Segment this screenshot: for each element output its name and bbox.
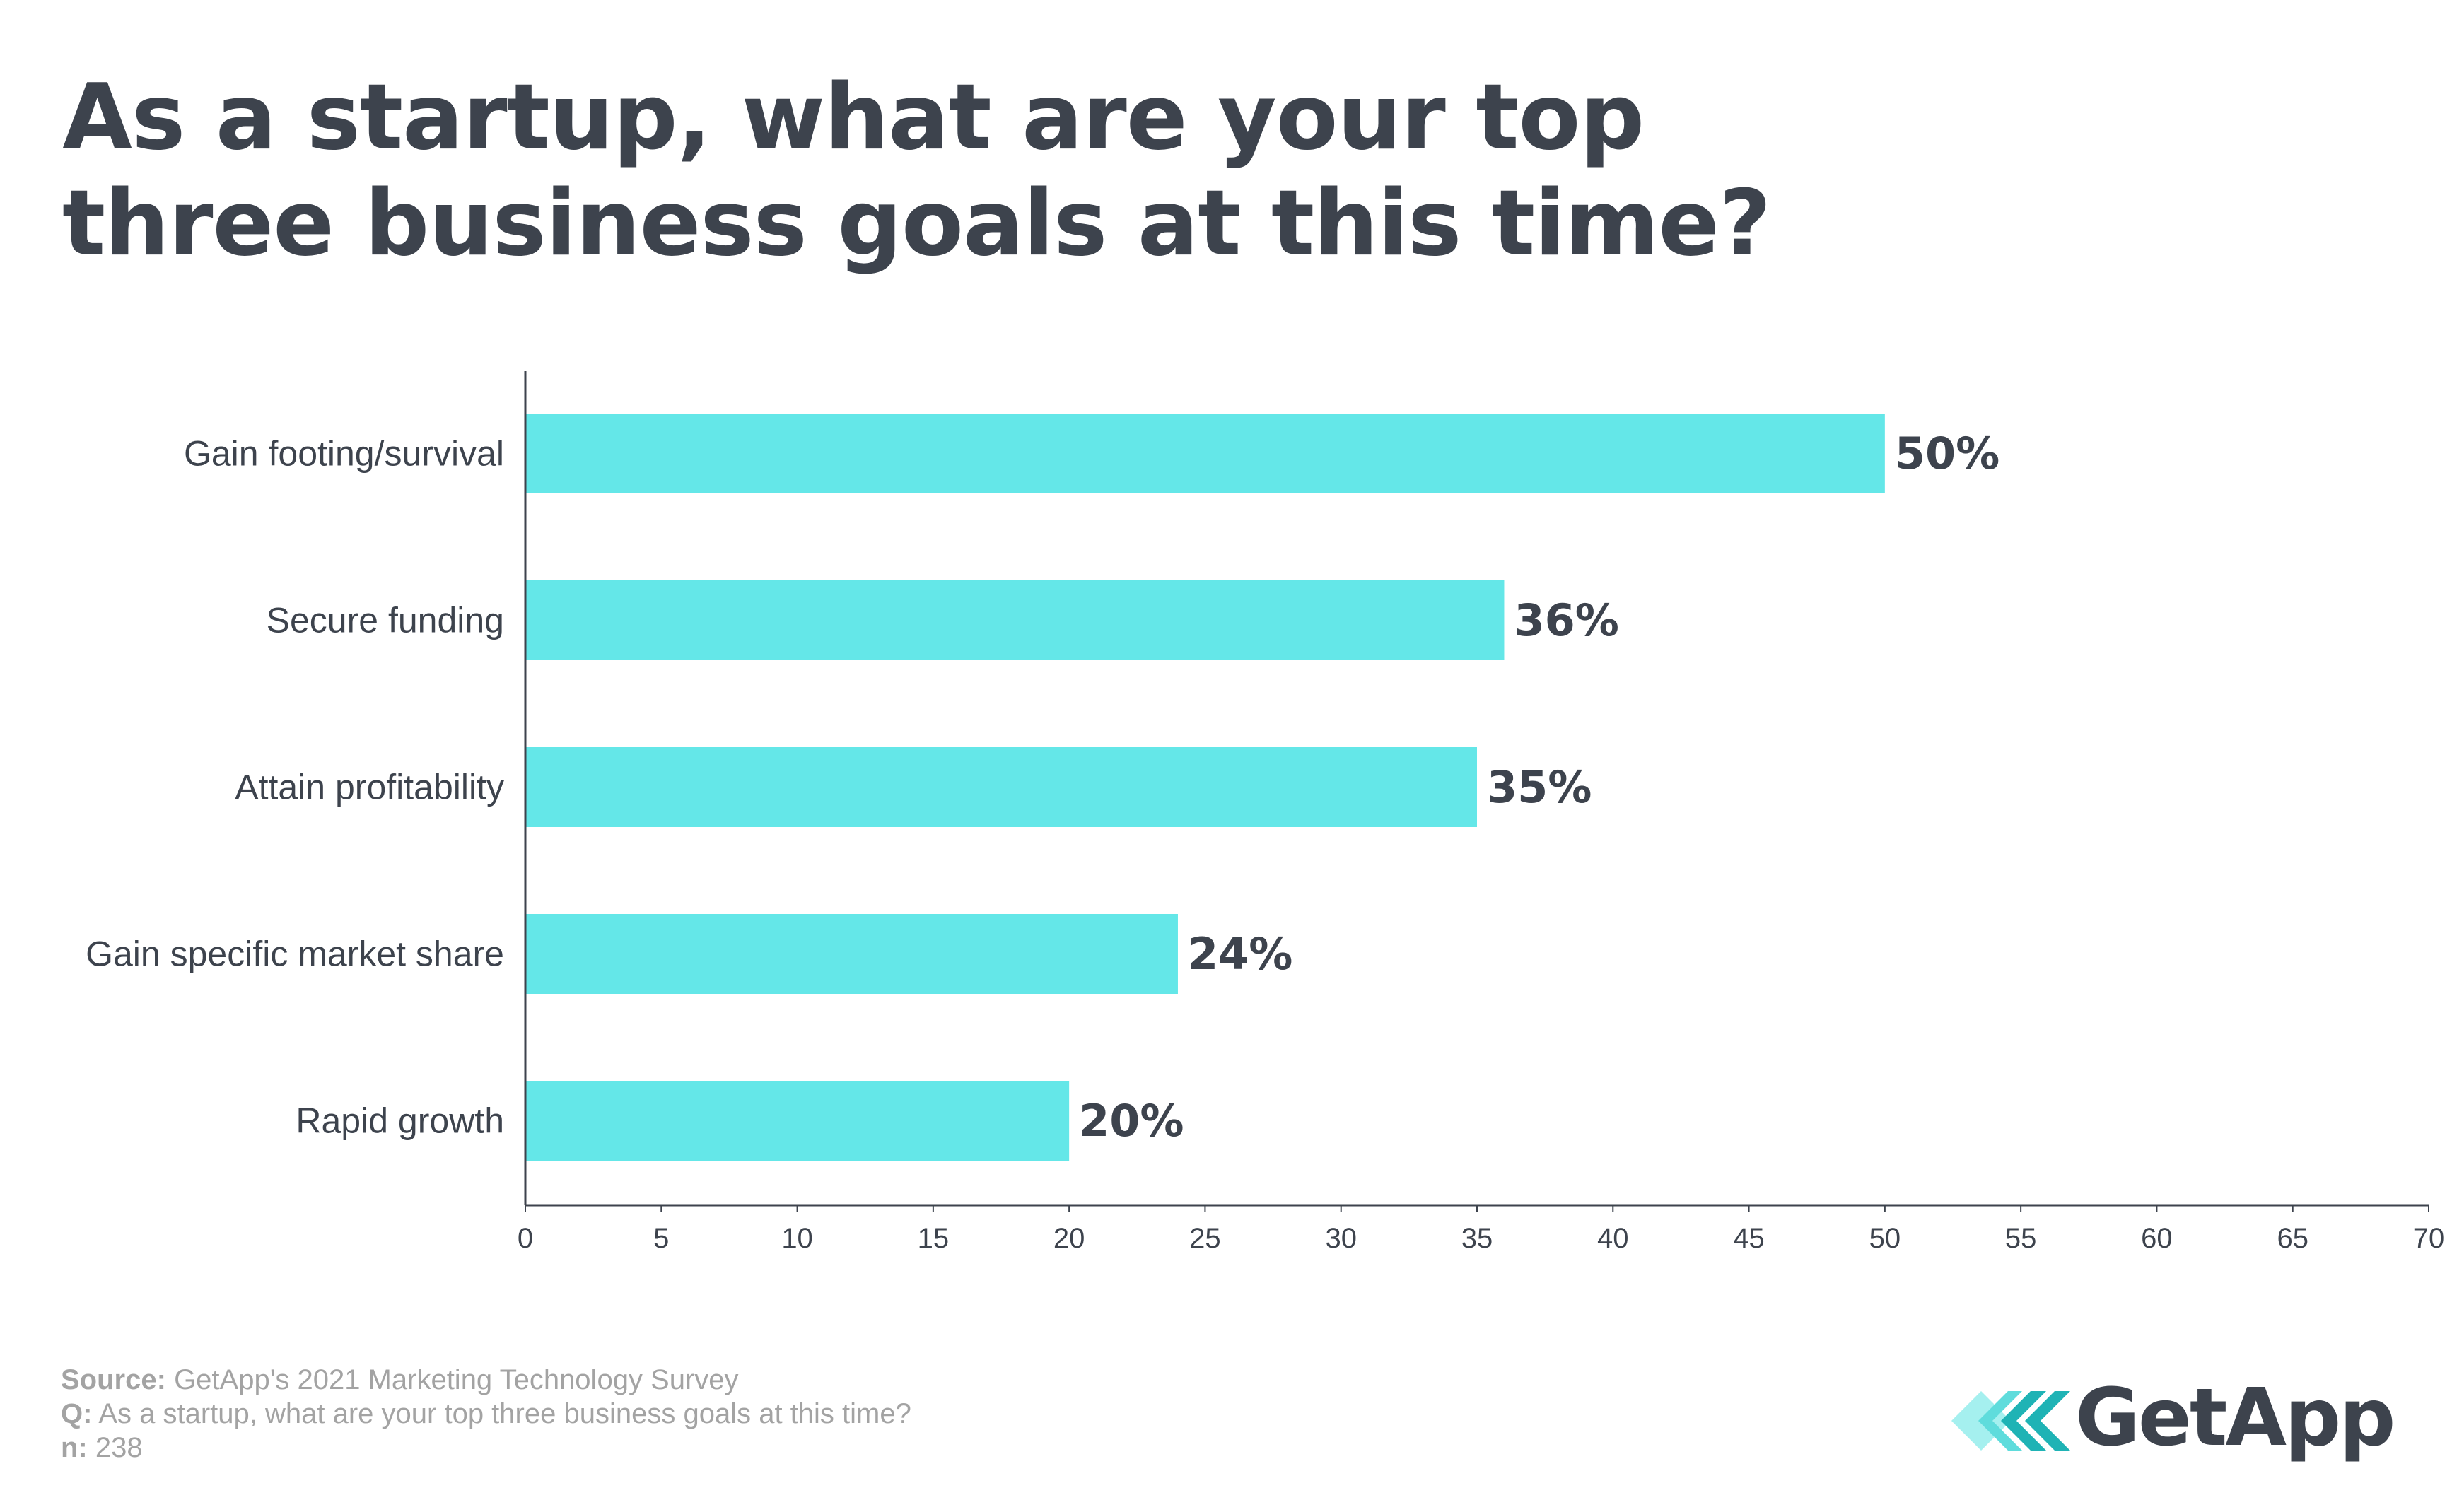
getapp-logo: GetApp (1951, 1368, 2395, 1474)
bar-2 (526, 580, 1505, 660)
sample-size-line: n: 238 (61, 1431, 911, 1465)
x-tick-label-60: 60 (2141, 1223, 2173, 1254)
x-tick-label-0: 0 (518, 1223, 533, 1254)
value-label-5: 20% (1079, 1095, 1184, 1147)
chart-title: As a startup, what are your top three bu… (62, 65, 1971, 277)
source-text: GetApp's 2021 Marketing Technology Surve… (174, 1364, 739, 1395)
getapp-logo-text: GetApp (2075, 1372, 2395, 1464)
bar-4 (526, 914, 1178, 994)
category-label-5: Rapid growth (296, 1101, 504, 1141)
category-label-2: Secure funding (267, 601, 504, 640)
category-label-4: Gain specific market share (86, 934, 504, 974)
x-tick-label-20: 20 (1053, 1223, 1085, 1254)
x-tick-label-40: 40 (1597, 1223, 1629, 1254)
x-tick-label-65: 65 (2277, 1223, 2308, 1254)
x-tick-label-10: 10 (781, 1223, 813, 1254)
bar-1 (526, 414, 1885, 493)
x-tick-label-25: 25 (1189, 1223, 1221, 1254)
chart-title-line-1: As a startup, what are your top (62, 65, 1645, 170)
bar-3 (526, 747, 1477, 827)
x-tick-label-30: 30 (1325, 1223, 1357, 1254)
x-tick-label-50: 50 (1869, 1223, 1901, 1254)
sample-size-text: 238 (95, 1432, 143, 1463)
bar-5 (526, 1081, 1070, 1161)
question-label: Q: (61, 1398, 93, 1429)
source-label: Source: (61, 1364, 166, 1395)
bar-chart: Gain footing/survival 50% Secure funding 36… (86, 371, 2445, 1254)
x-tick-label-15: 15 (918, 1223, 950, 1254)
x-tick-label-55: 55 (2005, 1223, 2037, 1254)
question-line: Q: As a startup, what are your top three… (61, 1397, 911, 1431)
value-label-1: 50% (1895, 428, 1999, 479)
value-label-2: 36% (1514, 594, 1618, 646)
chart-footer: Source: GetApp's 2021 Marketing Technolo… (61, 1363, 911, 1465)
category-label-3: Attain profitability (235, 768, 504, 807)
x-tick-label-5: 5 (653, 1223, 669, 1254)
x-tick-label-70: 70 (2413, 1223, 2445, 1254)
sample-size-label: n: (61, 1432, 88, 1463)
x-tick-label-35: 35 (1461, 1223, 1493, 1254)
chart-title-line-2: three business goals at this time? (62, 171, 1771, 276)
value-label-3: 35% (1487, 761, 1592, 813)
category-label-1: Gain footing/survival (184, 434, 504, 474)
source-line: Source: GetApp's 2021 Marketing Technolo… (61, 1363, 911, 1397)
x-tick-label-45: 45 (1733, 1223, 1765, 1254)
value-label-4: 24% (1188, 928, 1292, 980)
getapp-chevron-logo-icon (1951, 1391, 2070, 1451)
question-text: As a startup, what are your top three bu… (98, 1398, 911, 1429)
